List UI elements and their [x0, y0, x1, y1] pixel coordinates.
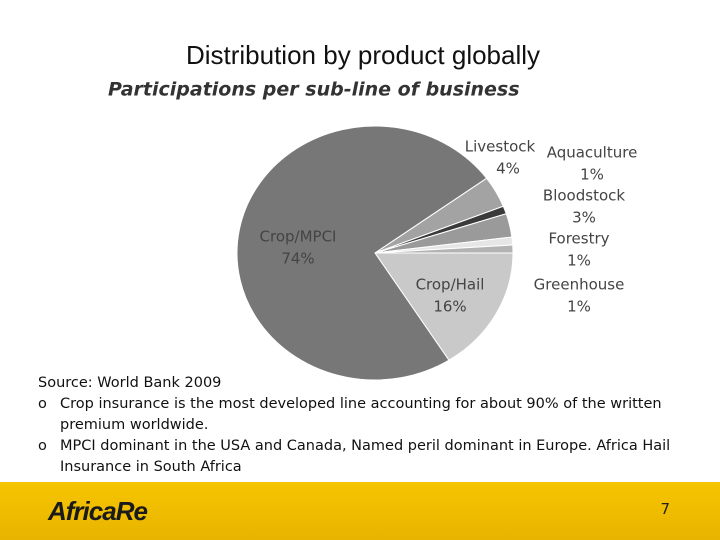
chart: Participations per sub-line of business … — [108, 79, 638, 381]
slice-value-label: 1% — [580, 166, 604, 184]
pie-slice — [374, 252, 514, 361]
pie-slice — [374, 244, 514, 254]
bullet: o MPCI dominant in the USA and Canada, Na… — [38, 438, 671, 475]
slice-value-label: 3% — [572, 209, 596, 227]
slice-label: Greenhouse — [534, 276, 625, 294]
slice-label: Crop/MPCI — [260, 228, 337, 246]
slice-label: Aquaculture — [547, 144, 638, 162]
slice-value-label: 1% — [567, 298, 591, 316]
slice-label: Crop/Hail — [416, 276, 485, 294]
bullet-text: Crop insurance is the most developed lin… — [60, 396, 662, 433]
bullet-text: MPCI dominant in the USA and Canada, Nam… — [60, 438, 671, 475]
notes: Source: World Bank 2009 o Crop insurance … — [38, 373, 678, 478]
slice-value-label: 74% — [281, 250, 314, 268]
slice-value-label: 16% — [433, 298, 466, 316]
slice-label: Livestock — [465, 138, 536, 156]
chart-title: Participations per sub-line of business — [108, 79, 520, 101]
pie-slice — [236, 125, 488, 381]
footer: AfricaRe 7 — [0, 482, 720, 540]
logo: AfricaRe — [48, 496, 148, 526]
slice-label: Forestry — [548, 230, 609, 248]
source: Source: World Bank 2009 — [38, 375, 222, 391]
slice-value-label: 4% — [496, 160, 520, 178]
bullet: o Crop insurance is the most developed li… — [38, 396, 662, 433]
slice-label: Bloodstock — [543, 187, 625, 205]
slide-title: Distribution by product globally — [185, 40, 541, 70]
slice-value-label: 1% — [567, 252, 591, 270]
page-number: 7 — [660, 500, 670, 518]
